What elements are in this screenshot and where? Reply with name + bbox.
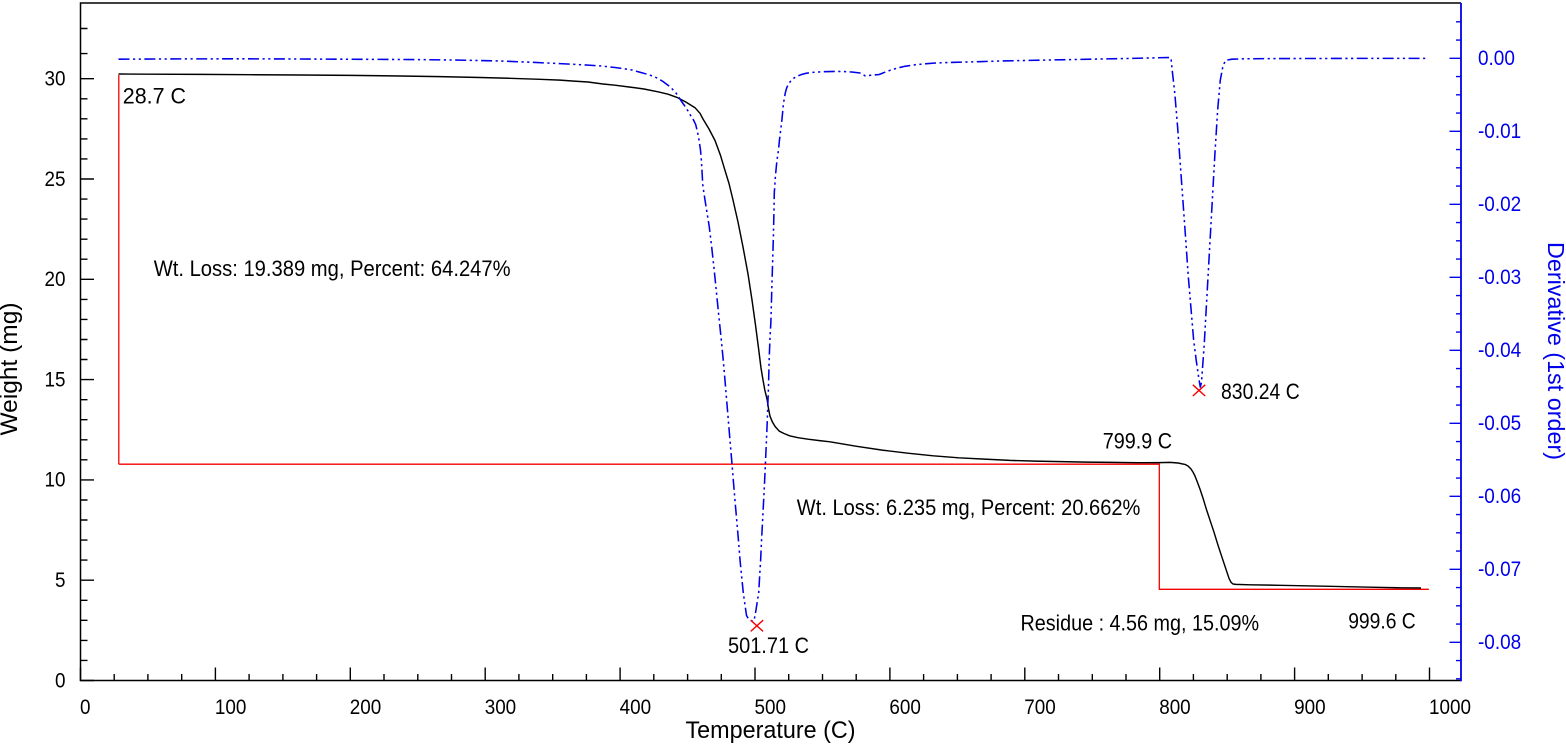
svg-text:-0.04: -0.04 xyxy=(1478,339,1521,362)
svg-text:25: 25 xyxy=(45,167,66,191)
svg-text:30: 30 xyxy=(45,67,66,91)
svg-text:700: 700 xyxy=(1024,695,1056,719)
svg-text:0: 0 xyxy=(55,668,66,692)
svg-text:999.6 C: 999.6 C xyxy=(1348,609,1416,634)
svg-text:501.71 C: 501.71 C xyxy=(728,633,809,658)
svg-text:400: 400 xyxy=(620,695,652,719)
svg-text:-0.08: -0.08 xyxy=(1478,631,1521,654)
svg-text:28.7 C: 28.7 C xyxy=(123,84,186,109)
svg-text:800: 800 xyxy=(1159,695,1191,719)
svg-text:-0.06: -0.06 xyxy=(1478,485,1521,508)
svg-text:830.24 C: 830.24 C xyxy=(1221,379,1300,404)
svg-text:Wt. Loss: 6.235 mg, Percent: 2: Wt. Loss: 6.235 mg, Percent: 20.662% xyxy=(797,495,1141,520)
svg-text:300: 300 xyxy=(485,695,517,719)
svg-text:15: 15 xyxy=(45,367,66,391)
svg-text:5: 5 xyxy=(55,568,66,592)
svg-text:900: 900 xyxy=(1294,695,1326,719)
svg-text:100: 100 xyxy=(215,695,247,719)
svg-text:Derivative (1st order): Derivative (1st order) xyxy=(1543,242,1566,460)
svg-text:-0.05: -0.05 xyxy=(1478,412,1521,435)
svg-text:Residue : 4.56 mg, 15.09%: Residue : 4.56 mg, 15.09% xyxy=(1021,611,1260,636)
svg-text:600: 600 xyxy=(889,695,921,719)
svg-text:Wt. Loss: 19.389 mg, Percent:: Wt. Loss: 19.389 mg, Percent: 64.247% xyxy=(154,256,511,281)
svg-text:Weight (mg): Weight (mg) xyxy=(0,303,23,436)
svg-text:1000: 1000 xyxy=(1429,695,1471,719)
svg-text:-0.07: -0.07 xyxy=(1478,558,1521,581)
svg-text:Temperature (C): Temperature (C) xyxy=(686,717,856,744)
svg-text:20: 20 xyxy=(45,267,66,291)
svg-text:799.9 C: 799.9 C xyxy=(1103,429,1172,454)
svg-text:200: 200 xyxy=(350,695,382,719)
svg-text:0.00: 0.00 xyxy=(1478,47,1515,70)
svg-text:-0.03: -0.03 xyxy=(1478,266,1521,289)
svg-text:10: 10 xyxy=(45,468,66,492)
svg-text:-0.02: -0.02 xyxy=(1478,193,1521,216)
svg-text:500: 500 xyxy=(755,695,787,719)
svg-text:-0.01: -0.01 xyxy=(1478,120,1521,143)
svg-text:0: 0 xyxy=(80,695,91,719)
